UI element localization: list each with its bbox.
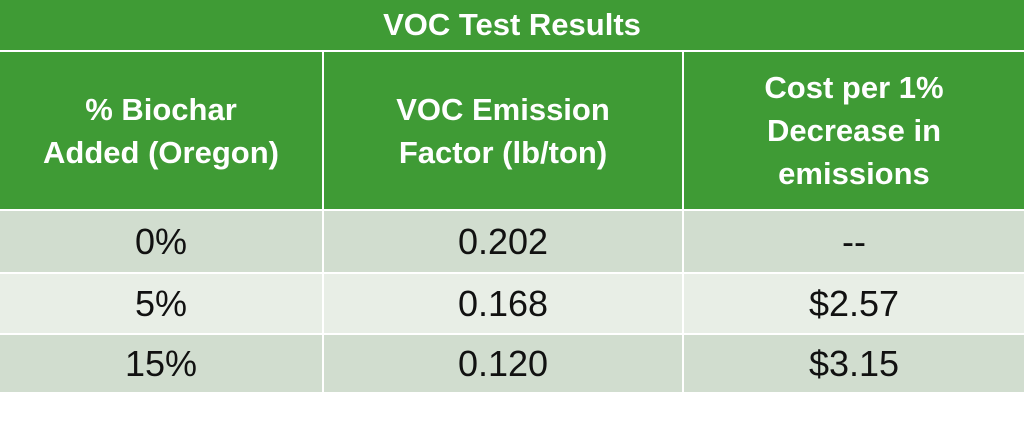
- cell-cost: --: [684, 211, 1024, 272]
- cell-emission-factor: 0.168: [324, 274, 682, 333]
- table-row: 5% 0.168 $2.57: [0, 274, 1024, 333]
- header-biochar-added: % Biochar Added (Oregon): [0, 52, 322, 209]
- table-title: VOC Test Results: [0, 0, 1024, 50]
- column-divider: [322, 52, 324, 209]
- cell-cost: $3.15: [684, 335, 1024, 392]
- column-divider: [322, 274, 324, 333]
- header-voc-emission-factor: VOC Emission Factor (lb/ton): [324, 52, 682, 209]
- cell-cost: $2.57: [684, 274, 1024, 333]
- cell-biochar-percent: 15%: [0, 335, 322, 392]
- cell-biochar-percent: 5%: [0, 274, 322, 333]
- cell-emission-factor: 0.202: [324, 211, 682, 272]
- cell-emission-factor: 0.120: [324, 335, 682, 392]
- table-header-row: % Biochar Added (Oregon) VOC Emission Fa…: [0, 52, 1024, 209]
- column-divider: [682, 211, 684, 272]
- voc-results-table: VOC Test Results % Biochar Added (Oregon…: [0, 0, 1024, 392]
- header-cost-per-decrease: Cost per 1% Decrease in emissions: [684, 52, 1024, 209]
- table-row: 0% 0.202 --: [0, 211, 1024, 272]
- column-divider: [682, 335, 684, 392]
- cell-biochar-percent: 0%: [0, 211, 322, 272]
- column-divider: [682, 52, 684, 209]
- column-divider: [682, 274, 684, 333]
- column-divider: [322, 335, 324, 392]
- column-divider: [322, 211, 324, 272]
- table-row: 15% 0.120 $3.15: [0, 335, 1024, 392]
